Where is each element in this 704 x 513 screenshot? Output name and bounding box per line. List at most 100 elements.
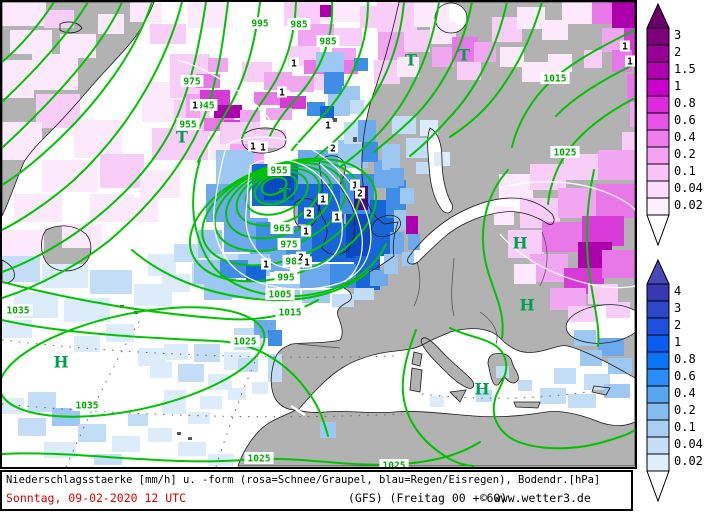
- precip-mark-box: [258, 141, 268, 153]
- precip-cell: [106, 324, 134, 342]
- isobar-label-box: [180, 75, 204, 87]
- precip-cell: [562, 2, 592, 24]
- isobar-labels-layer: 995 9859859759459551015102595596597598599…: [3, 17, 580, 472]
- rain-scale-value-label: 0.02: [674, 454, 703, 468]
- precip-cell: [420, 120, 438, 136]
- precip-cell: [406, 138, 428, 158]
- precip-cell: [604, 384, 630, 398]
- isobar-label: 1025: [554, 148, 577, 159]
- precip-cell: [200, 396, 222, 409]
- rain-scale-value-label: 0.8: [674, 352, 696, 366]
- precip-cell: [2, 60, 34, 98]
- precip-cell: [494, 207, 514, 225]
- precip-cell: [358, 120, 376, 142]
- snow-scale-swatch: [646, 78, 670, 97]
- lake: [59, 21, 83, 34]
- precip-cell: [517, 7, 545, 29]
- precip-cell: [332, 294, 354, 307]
- precip-mark: 1: [352, 181, 358, 192]
- precip-cell: [290, 76, 314, 92]
- isobar-label: 955: [179, 120, 196, 131]
- precip-cell: [362, 142, 378, 162]
- isobar-label: 1035: [76, 401, 99, 412]
- precip-cell: [150, 362, 172, 378]
- isobar-label-box: [287, 18, 311, 30]
- low-pressure-center: T: [458, 46, 470, 65]
- isobar-label-box: [72, 399, 102, 411]
- precip-cell: [596, 184, 635, 218]
- precip-cell: [540, 388, 566, 404]
- precip-cell: [350, 100, 364, 114]
- rain-scale-swatch: [646, 419, 670, 438]
- low-pressure-center: T: [405, 51, 417, 70]
- precip-cell: [390, 168, 404, 186]
- isobar-label-box: [540, 72, 570, 84]
- graticule-layer: [1, 319, 587, 468]
- precip-cell: [514, 264, 536, 284]
- snow-scale-swatch: [646, 44, 670, 63]
- isobar-label-box: [270, 222, 294, 234]
- precip-mark: 1: [304, 258, 310, 269]
- precip-cell: [74, 120, 122, 158]
- gibraltar-strait: [290, 404, 306, 417]
- precip-cell: [268, 330, 282, 346]
- isobar-layer: [0, 1, 636, 467]
- precip-cell: [408, 234, 420, 250]
- snow-scale-value-label: 0.04: [674, 181, 703, 195]
- rain-scale-value-label: 1: [674, 335, 681, 349]
- rain-scale-value-label: 3: [674, 301, 681, 315]
- isobar-label-box: [3, 304, 33, 316]
- caption-title: Niederschlagsstaerke [mm/h] u. -form (ro…: [6, 474, 601, 486]
- pressure-centers-layer: T T T T H H H H: [53, 46, 534, 399]
- precip-mark-box: [318, 193, 328, 205]
- map-svg: 995 9859859759459551015102595596597598599…: [0, 1, 645, 472]
- low-pressure-center: T: [279, 185, 291, 204]
- precip-mark: 2: [306, 209, 312, 220]
- precip-cell: [188, 2, 230, 28]
- isobar-label: 945: [197, 101, 214, 112]
- precip-mark: 1: [334, 213, 340, 224]
- precip-mark-box: [277, 86, 287, 98]
- rain-scale-swatch: [646, 436, 670, 455]
- precip-cell: [612, 2, 635, 28]
- precip-cell: [568, 306, 596, 322]
- legend-strip: 3 2 1.5 1 0.8 0.6 0.4 0.2 0.1 0.04 0.02 4 3 2 1 0.8 0.6…: [637, 0, 704, 513]
- precip-cell: [598, 150, 635, 180]
- rain-scale-arrow-down-icon: [646, 470, 670, 503]
- precip-cell: [530, 254, 568, 282]
- high-pressure-center: H: [53, 353, 68, 372]
- precip-cell: [90, 270, 132, 294]
- precip-cell: [174, 244, 198, 262]
- rain-scale-swatch: [646, 300, 670, 319]
- precip-cell: [432, 47, 454, 67]
- high-pressure-center: H: [512, 234, 527, 253]
- precip-cell: [134, 284, 172, 306]
- precip-mark: 2: [298, 253, 304, 264]
- isobar-label: 1025: [234, 337, 257, 348]
- precip-cell: [370, 270, 388, 286]
- shetland-islands: [353, 137, 357, 142]
- precip-cell: [397, 57, 419, 77]
- isobar-label: 975: [280, 240, 297, 251]
- precip-cell: [452, 37, 478, 61]
- precip-cell: [28, 392, 56, 412]
- precip-cell: [320, 5, 332, 17]
- rain-scale-value-label: 0.2: [674, 403, 696, 417]
- precip-cell: [148, 428, 172, 442]
- snow-scale-swatch: [646, 129, 670, 148]
- precip-mark: 1: [263, 260, 269, 271]
- precip-mark-box: [190, 99, 200, 111]
- precip-cell: [128, 414, 148, 426]
- rain-scale-value-label: 2: [674, 318, 681, 332]
- rain-scale-value-label: 0.1: [674, 420, 696, 434]
- precip-contour-layer: [177, 59, 636, 290]
- precip-mark: 2: [330, 144, 336, 155]
- precip-mark-box: [261, 258, 271, 270]
- precip-mark-box: [355, 187, 365, 199]
- precip-cell: [574, 330, 596, 346]
- precip-cell: [354, 288, 374, 300]
- rain-scale-swatch: [646, 453, 670, 472]
- precip-cell: [214, 105, 242, 118]
- precip-cell: [406, 216, 418, 234]
- caption-credit: © www.wetter3.de: [480, 491, 591, 505]
